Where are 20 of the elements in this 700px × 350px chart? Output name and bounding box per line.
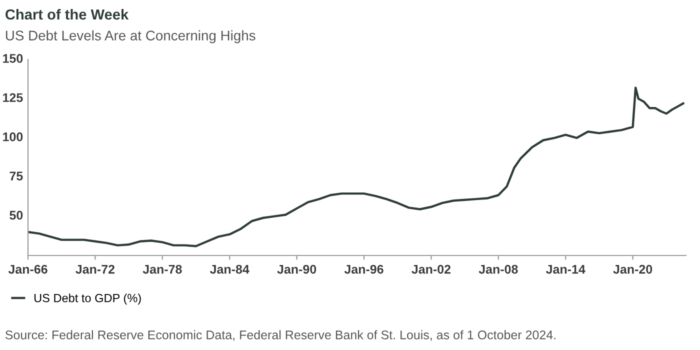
y-tick-label: 125: [3, 93, 23, 102]
source-note: Source: Federal Reserve Economic Data, Federal Reserve Bank of St. Louis, as of 1 October 2024.: [5, 330, 556, 341]
x-tick-label: Jan-14: [546, 264, 586, 274]
x-tick-label: Jan-96: [344, 264, 384, 274]
chart-subtitle: US Debt Levels Are at Concerning Highs: [6, 30, 256, 44]
line-series: [28, 86, 684, 248]
y-tick-label: 50: [10, 210, 23, 220]
y-tick-label: 100: [3, 132, 23, 142]
x-tick-label: Jan-66: [8, 264, 48, 274]
x-tick-label: Jan-02: [412, 264, 451, 274]
chart-title: Chart of the Week: [6, 8, 129, 20]
x-tick-label: Jan-78: [142, 264, 182, 274]
y-tick-label: 75: [10, 172, 23, 180]
legend-label: US Debt to GDP (%): [34, 294, 141, 305]
x-tick-label: Jan-20: [613, 264, 652, 274]
x-tick-label: Jan-08: [478, 264, 518, 274]
x-tick-label: Jan-90: [277, 264, 316, 274]
y-tick-label: 150: [3, 54, 23, 63]
x-tick-label: Jan-72: [76, 264, 114, 274]
x-tick-label: Jan-84: [210, 264, 250, 274]
